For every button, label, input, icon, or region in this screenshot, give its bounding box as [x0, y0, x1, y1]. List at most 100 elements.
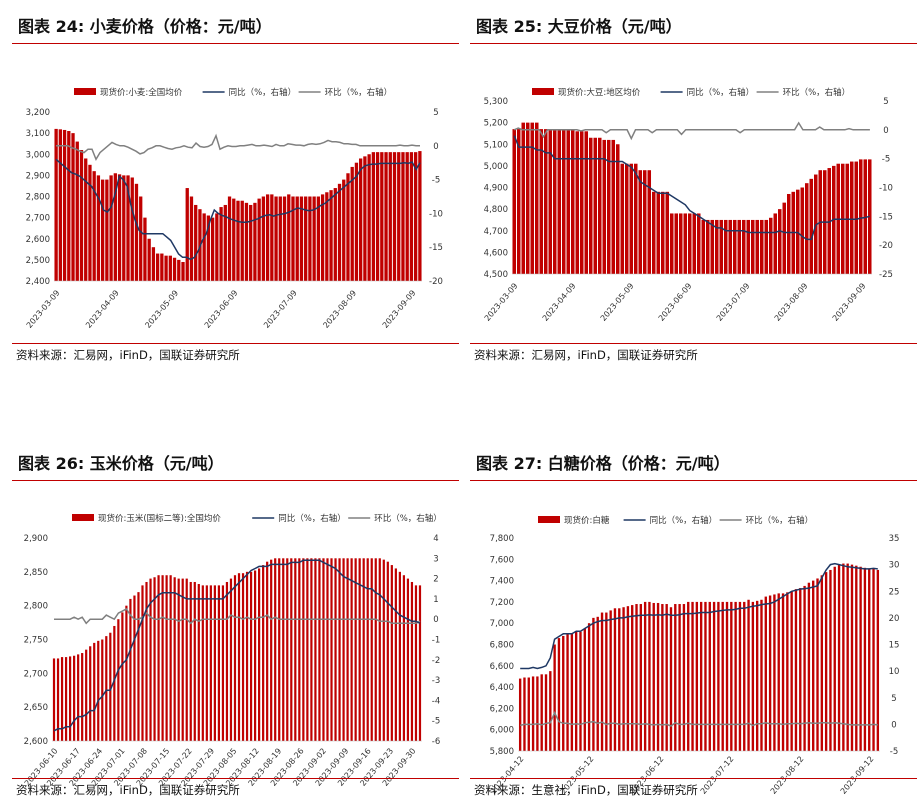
bar	[820, 575, 824, 751]
bar	[643, 170, 647, 274]
bar	[648, 601, 651, 751]
bar	[647, 170, 652, 274]
right-axis-tick: -20	[429, 277, 443, 287]
bar	[682, 604, 686, 751]
right-axis-tick: -25	[879, 270, 893, 280]
bar	[574, 631, 578, 751]
bar	[562, 129, 566, 274]
bar	[719, 219, 724, 274]
right-axis-tick: 35	[889, 534, 900, 544]
soybean-price-panel: 图表 25: 大豆价格（元/吨） 现货价:大豆:地区均价 同比（%，右轴） 环比（%…	[470, 10, 917, 370]
bar	[165, 575, 168, 741]
bar	[661, 604, 664, 751]
bar	[855, 565, 858, 751]
left-axis-tick: 6,000	[490, 726, 514, 736]
left-axis-tick: 2,900	[24, 534, 48, 544]
bar	[536, 676, 539, 751]
x-axis-tick: 2023-04-09	[541, 282, 578, 323]
bar	[354, 558, 357, 741]
bar	[274, 558, 277, 741]
bar	[638, 170, 643, 274]
bar	[652, 191, 656, 274]
bar	[295, 196, 299, 281]
bar	[691, 601, 694, 751]
bar	[77, 654, 80, 741]
bar	[215, 213, 219, 281]
bar	[846, 563, 849, 751]
corn-price-panel: 图表 26: 玉米价格（元/吨） 现货价:玉米(国标二等):全国均价 同比（%，右…	[12, 447, 459, 807]
bar	[388, 152, 392, 281]
bar	[842, 563, 845, 751]
bar	[75, 141, 79, 281]
bar	[113, 625, 116, 741]
bar	[121, 612, 124, 741]
source-note: 资料来源：汇易网，iFinD，国联证券研究所	[470, 343, 917, 366]
bar	[652, 602, 655, 751]
left-axis-tick: 2,850	[24, 568, 48, 578]
bar	[598, 137, 602, 274]
bar	[298, 558, 301, 741]
bar	[674, 604, 677, 751]
bar	[733, 219, 737, 274]
legend-swatch-bar	[74, 88, 96, 95]
bar-series	[52, 558, 422, 741]
bar	[620, 163, 625, 274]
bar	[189, 581, 192, 741]
bar	[245, 571, 249, 741]
left-axis-tick: 3,000	[26, 150, 50, 160]
bar	[665, 191, 670, 274]
bar	[734, 601, 737, 751]
left-axis-tick: 7,200	[490, 598, 514, 608]
left-axis-tick: 3,100	[26, 129, 50, 139]
bar	[333, 188, 337, 281]
bar	[613, 608, 617, 751]
bar	[863, 159, 868, 274]
left-axis-tick: 4,500	[484, 270, 508, 280]
bar	[304, 196, 308, 281]
right-axis-tick: 5	[433, 108, 438, 118]
bar	[799, 588, 802, 751]
bar	[346, 173, 350, 281]
right-axis-tick: 5	[883, 97, 888, 107]
bar	[362, 558, 365, 741]
bar	[325, 192, 329, 281]
bar	[67, 131, 71, 281]
bar	[306, 558, 309, 741]
bar	[751, 219, 755, 274]
right-axis-tick: 10	[889, 667, 900, 677]
bar	[249, 571, 253, 741]
bar	[189, 196, 194, 281]
left-axis-tick: 5,800	[490, 747, 514, 757]
x-axis-tick: 2023-08-09	[321, 289, 358, 330]
bar	[688, 213, 692, 274]
bar	[635, 604, 638, 751]
bar	[237, 573, 241, 741]
sugar-price-chart: 现货价:白糖 同比（%，右轴） 环比（%，右轴） 5,800 6,000 6,200 6,4…	[489, 515, 900, 796]
bar	[270, 559, 273, 741]
bar	[249, 204, 253, 281]
bar	[262, 565, 265, 741]
bar	[60, 657, 64, 741]
bar	[147, 238, 151, 281]
left-axis-tick: 7,400	[490, 577, 514, 587]
legend-label-bar: 现货价:白糖	[564, 515, 610, 526]
bar	[747, 599, 750, 751]
bar	[570, 633, 574, 751]
right-axis-tick: -5	[890, 747, 898, 757]
bar	[397, 152, 401, 281]
bar	[338, 558, 341, 741]
bar	[876, 569, 880, 751]
bar	[390, 565, 393, 741]
right-axis-tick: -10	[429, 209, 443, 219]
bar	[225, 581, 229, 741]
bar	[656, 602, 660, 751]
bar-series	[518, 563, 880, 752]
bar	[596, 616, 599, 751]
bar	[743, 601, 746, 751]
bar	[73, 655, 76, 741]
bar	[516, 129, 521, 274]
bar	[342, 179, 346, 281]
bar	[221, 585, 225, 741]
legend-label-yoy: 同比（%，右轴）	[229, 87, 297, 98]
legend-label-mom: 环比（%，右轴）	[374, 513, 442, 524]
